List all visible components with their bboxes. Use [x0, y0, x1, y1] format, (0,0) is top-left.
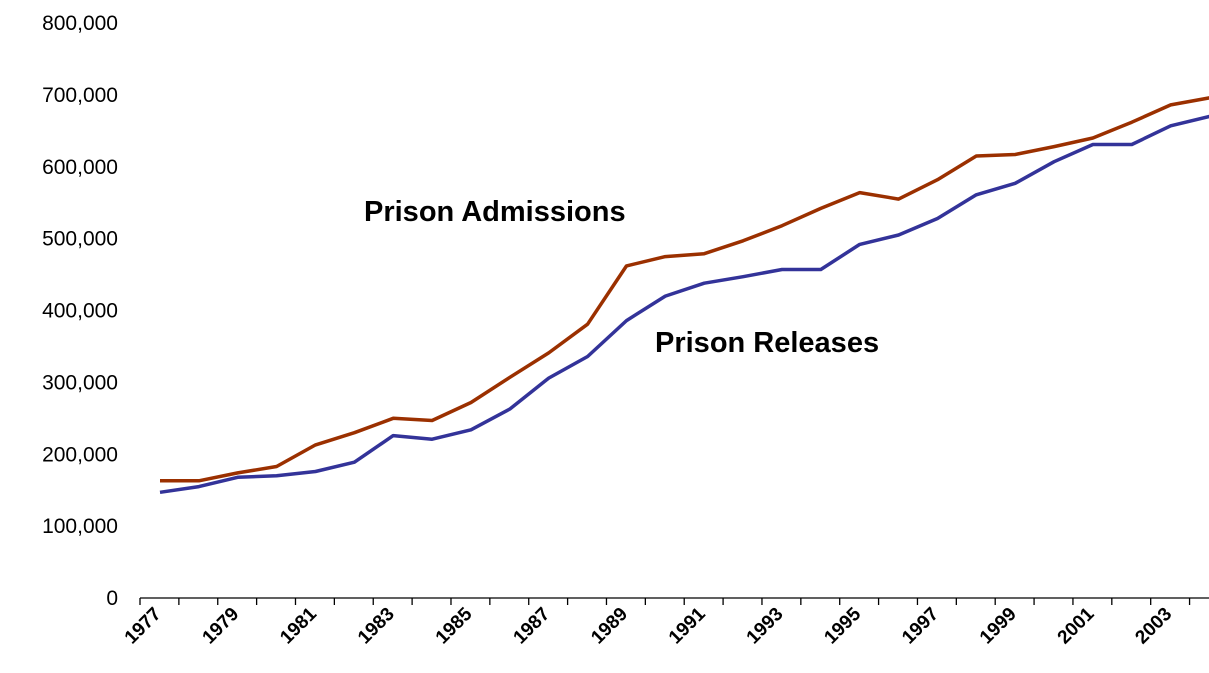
- x-axis-tick-labels: 1977 1979 1981 1983 1985 1987 1989 1991 1993 1995…: [121, 603, 1176, 648]
- x-tick-label: 1979: [199, 604, 244, 649]
- y-tick-label: 100,000: [42, 515, 118, 538]
- x-tick-label: 2003: [1131, 604, 1176, 649]
- x-tick-label: 1977: [121, 604, 166, 649]
- x-tick-label: 1995: [820, 603, 865, 648]
- y-tick-label: 0: [106, 587, 118, 610]
- y-tick-label: 800,000: [42, 12, 118, 35]
- x-tick-label: 1993: [743, 604, 788, 649]
- x-tick-label: 1985: [432, 603, 477, 648]
- x-tick-label: 1987: [510, 604, 555, 649]
- y-axis-tick-labels: 0 100,000 200,000 300,000 400,000 500,000 600,…: [42, 12, 118, 610]
- y-tick-label: 200,000: [42, 443, 118, 466]
- y-tick-label: 400,000: [42, 300, 118, 323]
- series-line-prison-releases: [159, 114, 1209, 495]
- y-tick-label: 700,000: [42, 84, 118, 107]
- y-tick-label: 600,000: [42, 156, 118, 179]
- x-tick-label: 1981: [276, 603, 321, 648]
- annotation-prison-admissions: Prison Admissions: [364, 196, 626, 228]
- x-tick-label: 1991: [665, 603, 710, 648]
- series-lines: [159, 96, 1209, 495]
- y-tick-label: 500,000: [42, 228, 118, 251]
- x-tick-label: 1997: [898, 604, 943, 649]
- annotation-prison-releases: Prison Releases: [655, 327, 879, 359]
- x-tick-label: 2001: [1054, 603, 1099, 648]
- x-tick-label: 1983: [354, 604, 399, 649]
- y-tick-label: 300,000: [42, 371, 118, 394]
- x-tick-label: 1989: [587, 604, 632, 649]
- x-axis: [139, 597, 1209, 605]
- x-tick-label: 1999: [976, 604, 1021, 649]
- series-line-prison-admissions: [160, 96, 1209, 483]
